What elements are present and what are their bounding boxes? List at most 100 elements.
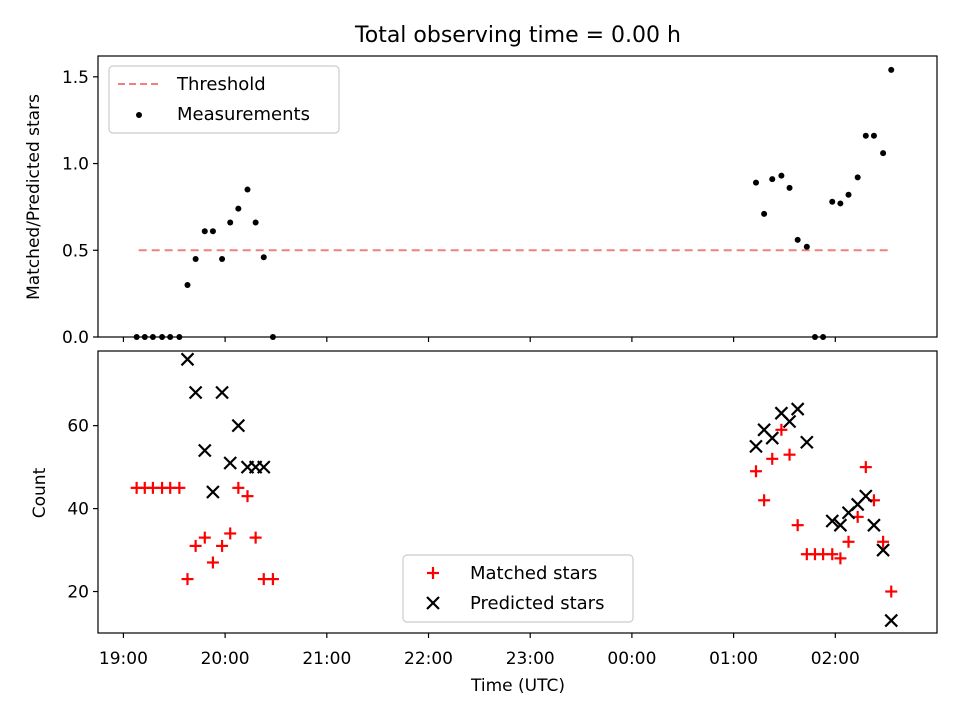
measurement-point <box>769 176 776 183</box>
bottom-y-axis-label: Count <box>30 467 50 518</box>
measurement-point <box>837 200 844 207</box>
predicted-star-point <box>859 489 873 503</box>
predicted-star-point <box>765 431 780 445</box>
legend-measurements-label: Measurements <box>177 104 310 125</box>
matched-star-point <box>266 573 279 586</box>
predicted-star-point <box>782 414 797 429</box>
measurement-point <box>184 281 191 288</box>
bottom-panel: 20 40 60 19:00 20:00 21:00 22:00 23:00 00:00 01:… <box>30 350 938 696</box>
matched-star-point <box>766 452 779 465</box>
x-tick-label: 02:00 <box>811 649 860 669</box>
top-x-ticks <box>122 337 836 342</box>
legend-predicted-label: Predicted stars <box>470 593 604 614</box>
top-y-tick-label: 1.5 <box>62 68 89 88</box>
bottom-y-ticks: 20 40 60 <box>67 417 98 603</box>
bottom-marks <box>130 352 899 628</box>
measurement-point <box>803 243 810 250</box>
top-panel: 0.0 0.5 1.0 1.5 Matched/Predicted stars Thr… <box>24 55 938 348</box>
predicted-star-point <box>180 352 195 367</box>
matched-star-point <box>216 539 229 552</box>
bottom-y-tick-label: 20 <box>67 583 89 603</box>
predicted-star-point <box>876 543 890 557</box>
x-tick-label: 23:00 <box>506 649 555 669</box>
measurement-point <box>244 186 251 193</box>
measurement-point <box>252 219 259 226</box>
predicted-star-point <box>749 439 763 454</box>
legend-threshold-label: Threshold <box>176 74 266 95</box>
measurement-point <box>235 205 242 212</box>
measurement-point <box>854 174 861 181</box>
predicted-star-point <box>223 456 237 470</box>
matched-star-point <box>206 556 219 569</box>
predicted-star-point <box>884 613 899 628</box>
measurement-point <box>192 255 199 262</box>
matched-star-point <box>224 527 237 540</box>
measurement-point <box>260 254 267 261</box>
matched-star-point <box>189 539 202 552</box>
matched-star-point <box>885 585 898 598</box>
x-tick-label: 22:00 <box>404 649 453 669</box>
matched-star-point <box>826 548 839 561</box>
bottom-plot-frame <box>97 350 938 634</box>
predicted-star-point <box>790 402 805 416</box>
top-y-axis-label: Matched/Predicted stars <box>24 94 44 300</box>
x-axis-label: Time (UTC) <box>470 676 565 696</box>
matched-star-point <box>232 481 245 494</box>
top-y-ticks: 0.0 0.5 1.0 1.5 <box>62 68 98 348</box>
matched-star-point <box>249 531 262 544</box>
measurement-point <box>209 228 216 235</box>
measurement-point <box>870 132 877 139</box>
top-y-tick-label: 1.0 <box>62 155 89 175</box>
predicted-star-point <box>188 385 203 400</box>
measurement-point <box>829 198 836 205</box>
predicted-star-point <box>215 385 229 400</box>
measurement-point <box>761 210 768 217</box>
measurement-point <box>201 228 208 235</box>
measurement-point <box>219 255 226 262</box>
matched-star-point <box>758 494 771 507</box>
predicted-star-point <box>867 518 881 532</box>
measurement-point <box>794 236 801 243</box>
predicted-star-point <box>833 518 848 532</box>
matched-star-point <box>775 423 788 436</box>
bottom-x-ticks: 19:00 20:00 21:00 22:00 23:00 00:00 01:00 02:00 <box>99 633 860 669</box>
measurement-point <box>786 184 793 191</box>
top-marks <box>133 66 895 340</box>
predicted-star-point <box>198 443 212 458</box>
legend-predicted-swatch <box>426 596 440 610</box>
matched-star-point <box>859 461 872 474</box>
bottom-legend: Matched stars Predicted stars <box>402 554 634 623</box>
predicted-star-point <box>825 514 840 528</box>
x-tick-label: 20:00 <box>201 649 250 669</box>
predicted-star-point <box>231 418 246 433</box>
matched-star-point <box>241 490 254 503</box>
measurement-point <box>862 132 869 139</box>
measurement-point <box>227 219 234 226</box>
matched-star-point <box>791 519 804 532</box>
x-tick-label: 01:00 <box>709 649 758 669</box>
measurement-point <box>845 191 852 198</box>
bottom-y-tick-label: 60 <box>67 417 89 437</box>
top-y-tick-label: 0.5 <box>62 241 89 261</box>
measurement-point <box>888 66 895 73</box>
legend-matched-label: Matched stars <box>470 563 597 584</box>
top-y-tick-label: 0.0 <box>62 328 89 348</box>
x-tick-label: 21:00 <box>302 649 351 669</box>
top-legend: Threshold Measurements <box>108 65 340 134</box>
matched-star-point <box>834 552 847 565</box>
legend-matched-swatch <box>427 567 439 579</box>
measurement-point <box>778 172 785 179</box>
top-legend-box <box>108 65 340 134</box>
predicted-star-point <box>256 460 271 474</box>
matched-star-point <box>783 448 796 461</box>
bottom-legend-box <box>402 554 634 623</box>
measurement-point <box>880 150 887 157</box>
matched-star-point <box>877 535 890 548</box>
predicted-star-point <box>206 485 220 499</box>
matched-star-point <box>181 573 194 586</box>
matched-star-point <box>842 535 855 548</box>
measurement-point <box>752 179 759 186</box>
top-plot-frame <box>97 55 938 338</box>
figure-title: Total observing time = 0.00 h <box>354 23 681 48</box>
